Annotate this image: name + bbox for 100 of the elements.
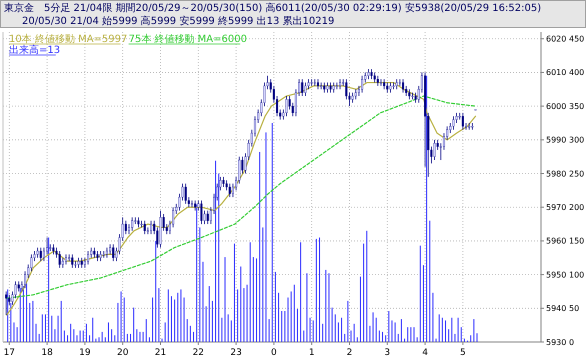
candlestick (124, 220, 127, 235)
y-tick-label: 6020 (546, 34, 566, 44)
candlestick (383, 78, 386, 90)
candlestick (386, 82, 388, 94)
candlestick (408, 88, 410, 100)
candlestick (40, 247, 42, 262)
chart-subtitle: 20/05/30 21/04 始5999 高5999 安5999 終5999 出13 累出10219 (22, 15, 334, 27)
candlestick (380, 78, 382, 86)
candlestick (36, 247, 39, 258)
y2-tick-label: 200 (569, 203, 584, 212)
x-tick-label: 21 (154, 348, 166, 358)
y-tick-label: 5960 (546, 236, 566, 246)
candlestick (332, 82, 335, 94)
candlestick (354, 88, 357, 100)
x-tick-label: 0 (271, 348, 278, 358)
candlestick (86, 250, 90, 265)
candlestick (320, 82, 322, 90)
candlestick (370, 68, 373, 80)
y2-tick-label: 450 (569, 34, 584, 44)
y2-tick-label: 150 (569, 236, 584, 246)
x-tick-label: 23 (230, 348, 242, 358)
candlestick (206, 210, 209, 224)
candlestick (367, 68, 370, 80)
y-tick-label: 5940 (546, 304, 566, 314)
candlestick (71, 254, 74, 268)
candlestick (338, 78, 342, 90)
candlestick (80, 257, 83, 268)
x-tick-label: 19 (79, 348, 91, 358)
candlestick (106, 247, 108, 258)
x-tick-label: 18 (41, 348, 54, 358)
x-tick-label: 20 (116, 348, 129, 358)
candlestick (144, 220, 146, 235)
candlestick (222, 176, 225, 188)
candlestick (150, 220, 152, 235)
candlestick (109, 244, 112, 255)
candlestick (433, 139, 436, 160)
candlestick (131, 216, 134, 232)
candlestick (190, 200, 194, 208)
candlestick (285, 96, 288, 117)
candlestick (336, 82, 338, 90)
y2-tick-label: 0 (569, 338, 574, 347)
candlestick (140, 220, 143, 228)
y-tick-label: 5990 (546, 136, 566, 145)
chart-title: 東京金 5分足 21/04限 期間20/05/29～20/05/30(150) 高6011(20/05/30 02:29:19) 安5938(20/05/29 16:52:05) (4, 2, 542, 14)
candlestick (352, 92, 354, 104)
candlestick (100, 250, 102, 262)
y-tick-label: 5950 (546, 270, 566, 280)
y-tick-label: 6000 (546, 102, 566, 111)
candlestick (228, 183, 231, 198)
candlestick (374, 72, 376, 83)
candlestick (93, 247, 96, 258)
x-tick-label: 2 (346, 348, 352, 358)
candlestick (452, 116, 454, 130)
x-tick-label: 17 (4, 348, 16, 358)
candlestick (64, 254, 68, 265)
y2-tick-label: 250 (569, 169, 584, 178)
candlestick (52, 244, 54, 255)
candlestick (396, 78, 398, 90)
candlestick (411, 92, 414, 100)
candlestick (62, 257, 64, 268)
candlestick (462, 112, 464, 130)
x-tick-label: 3 (384, 348, 390, 358)
y-tick-label: 6010 (546, 68, 566, 78)
candlestick (392, 82, 395, 90)
candlestick (18, 280, 20, 292)
candlestick (78, 257, 80, 268)
candlestick (361, 75, 364, 94)
x-tick-label: 1 (308, 348, 315, 358)
candlestick (137, 216, 140, 228)
candlestick (194, 200, 196, 211)
y2-tick-label: 50 (569, 304, 580, 314)
candlestick (200, 200, 202, 224)
candlestick (326, 82, 328, 94)
candlestick (58, 250, 61, 268)
candlestick (304, 82, 306, 96)
x-tick-label: 22 (192, 348, 204, 358)
candlestick (68, 254, 70, 262)
text: 出来高=13 (9, 44, 60, 56)
y2-tick-label: 350 (569, 102, 584, 111)
x-tick-label: 4 (422, 348, 428, 358)
y-tick-label: 5970 (546, 203, 566, 212)
text: 75本 終値移動 MA=6000 (128, 33, 247, 45)
candlestick (316, 78, 320, 90)
candlestick (376, 75, 379, 86)
y-tick-label: 5930 (546, 338, 566, 347)
text: 10本 終値移動 MA=5997 (9, 33, 128, 45)
y2-tick-label: 100 (569, 270, 584, 280)
candlestick (389, 82, 392, 94)
candlestick (414, 92, 417, 104)
candlestick (330, 82, 332, 94)
y2-tick-label: 300 (569, 136, 584, 145)
candlestick (398, 78, 401, 86)
candlestick (112, 244, 114, 262)
candlestick (323, 82, 326, 94)
candlestick (301, 78, 304, 96)
candlestick (96, 250, 99, 262)
candlestick (402, 78, 404, 94)
y-tick-label: 5980 (546, 169, 566, 178)
x-tick-label: 5 (460, 348, 466, 358)
candlestick (184, 183, 187, 204)
